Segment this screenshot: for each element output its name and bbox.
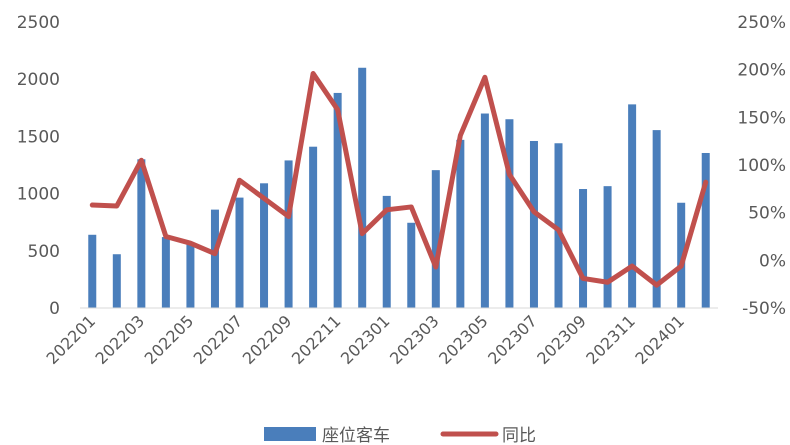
x-tick-label: 202203 (92, 311, 149, 368)
legend-bar-swatch (264, 427, 316, 441)
x-tick-label: 202209 (239, 311, 296, 368)
x-axis: 2022012022032022052022072022092022112023… (42, 307, 718, 368)
legend: 座位客车 同比 (264, 426, 536, 445)
legend-bar-label: 座位客车 (322, 426, 390, 445)
bar-202307 (529, 140, 538, 308)
left-tick-label: 1500 (17, 127, 60, 147)
right-tick-label: -50% (742, 299, 786, 319)
x-tick-label: 202201 (42, 311, 99, 368)
left-tick-label: 2000 (17, 70, 60, 90)
x-tick-label: 202303 (386, 311, 443, 368)
bar-202207 (235, 197, 244, 308)
bar-202210 (309, 146, 318, 308)
x-tick-label: 202309 (533, 311, 590, 368)
line-series (89, 70, 709, 288)
bar-series (88, 67, 710, 309)
bar-202312 (652, 130, 661, 308)
bar-202304 (456, 139, 465, 308)
right-tick-label: 150% (737, 108, 786, 128)
bar-202311 (628, 104, 637, 309)
legend-line-label: 同比 (502, 426, 536, 445)
bar-202209 (284, 160, 293, 308)
bar-202203 (137, 159, 146, 308)
bar-202402 (701, 152, 710, 308)
bar-202206 (210, 209, 219, 308)
left-axis: 0 500 1000 1500 2000 2500 (17, 13, 60, 319)
bar-202401 (677, 202, 686, 308)
bar-202301 (382, 195, 391, 308)
bar-202302 (407, 222, 416, 308)
bar-202310 (603, 186, 612, 308)
bar-202309 (579, 189, 588, 308)
bar-202205 (186, 243, 195, 308)
right-tick-label: 250% (737, 13, 786, 33)
right-tick-label: 200% (737, 61, 786, 81)
left-tick-label: 2500 (17, 13, 60, 33)
x-tick-label: 202307 (484, 311, 541, 368)
x-tick-label: 202211 (288, 311, 345, 368)
left-tick-label: 1000 (17, 185, 60, 205)
x-tick-label: 202205 (141, 311, 198, 368)
right-tick-label: 0% (759, 251, 786, 271)
left-tick-label: 0 (49, 299, 60, 319)
x-tick-label: 202207 (190, 311, 247, 368)
right-axis: -50% 0% 50% 100% 150% 200% 250% (737, 13, 786, 319)
x-tick-label: 202311 (582, 311, 639, 368)
bar-202212 (358, 67, 367, 308)
x-tick-label: 202401 (631, 311, 688, 368)
bar-202305 (480, 113, 489, 309)
x-tick-label: 202301 (337, 311, 394, 368)
bar-202308 (554, 143, 563, 308)
right-tick-label: 100% (737, 156, 786, 176)
yoy-line (89, 70, 709, 288)
bar-202201 (88, 234, 97, 308)
bar-202306 (505, 119, 514, 309)
left-tick-label: 500 (28, 242, 60, 262)
right-tick-label: 50% (748, 204, 786, 224)
bar-202303 (431, 170, 440, 308)
bar-202202 (112, 254, 121, 308)
x-tick-label: 202305 (435, 311, 492, 368)
bar-202211 (333, 92, 342, 309)
bar-202208 (260, 183, 269, 308)
bar-202204 (161, 237, 170, 308)
